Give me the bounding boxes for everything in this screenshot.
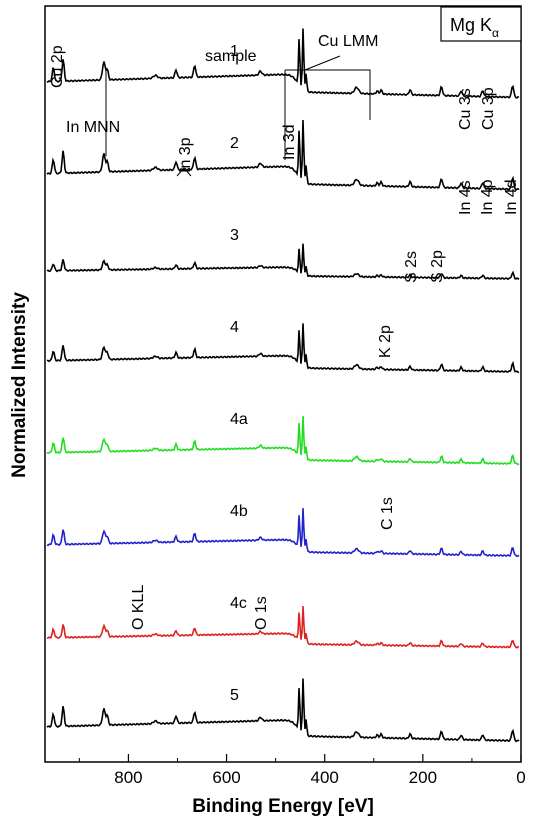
series-label-4b: 4b <box>230 503 248 520</box>
peak-label: In 3d <box>281 124 298 160</box>
spectrum-line-4 <box>46 323 520 374</box>
peak-label: S 2s <box>403 251 420 283</box>
peak-label: In 3p <box>177 137 194 173</box>
in-3p-guide <box>176 167 192 177</box>
series-label-3: 3 <box>230 227 239 244</box>
spectrum-line-3 <box>46 243 520 281</box>
x-tick-label: 600 <box>212 768 240 787</box>
peak-label: K 2p <box>377 325 394 358</box>
peak-annotations: Cu 2p In MNN In 3p O KLL O 1s In 3d Cu LMM K 2p… <box>49 33 520 630</box>
peak-label: Cu LMM <box>318 33 378 50</box>
x-axis-title: Binding Energy [eV] <box>192 796 374 817</box>
sample-header: sample <box>205 48 257 65</box>
x-tick-label: 0 <box>516 768 525 787</box>
x-axis: 800 600 400 200 0 <box>78 754 526 787</box>
excitation-source-legend: Mg Kα <box>440 6 522 42</box>
peak-label: In 4s <box>457 180 474 215</box>
legend-box <box>440 6 522 42</box>
peak-label: Cu 3p <box>480 87 497 130</box>
series-group: 1 2 3 4 4a 4b 4c 5 <box>46 28 520 743</box>
x-tick-label: 400 <box>311 768 339 787</box>
spectrum-line-5 <box>46 678 520 743</box>
spectrum-line-1 <box>46 28 520 99</box>
spectrum-line-4c <box>46 606 520 649</box>
series-label-1: 1 <box>230 43 239 60</box>
x-tick-label: 800 <box>114 768 142 787</box>
peak-label: Cu 3s <box>457 88 474 130</box>
legend-label-group: Mg Kα <box>450 15 499 40</box>
x-tick-label: 200 <box>409 768 437 787</box>
legend-label: Mg K <box>450 15 492 35</box>
y-axis-title: Normalized Intensity <box>9 292 30 478</box>
legend-subscript: α <box>492 26 499 40</box>
plot-frame <box>44 5 522 763</box>
series-label-5: 5 <box>230 687 239 704</box>
spectrum-line-2 <box>46 119 520 192</box>
series-label-4a: 4a <box>230 411 248 428</box>
peak-label: O KLL <box>130 585 147 630</box>
peak-label: In 4p <box>479 179 496 215</box>
peak-label: Cu 2p <box>49 45 66 88</box>
cu-lmm-bracket <box>284 55 371 160</box>
peak-label: C 1s <box>379 497 396 530</box>
series-label-2: 2 <box>230 135 239 152</box>
series-label-4: 4 <box>230 319 239 336</box>
series-label-4c: 4c <box>230 595 247 612</box>
peak-label: In MNN <box>66 119 120 136</box>
spectrum-line-4b <box>46 508 520 558</box>
peak-label: S 2p <box>429 250 446 283</box>
spectrum-line-4a <box>46 415 520 466</box>
peak-label: O 1s <box>253 596 270 630</box>
peak-label: In 4d <box>503 179 520 215</box>
